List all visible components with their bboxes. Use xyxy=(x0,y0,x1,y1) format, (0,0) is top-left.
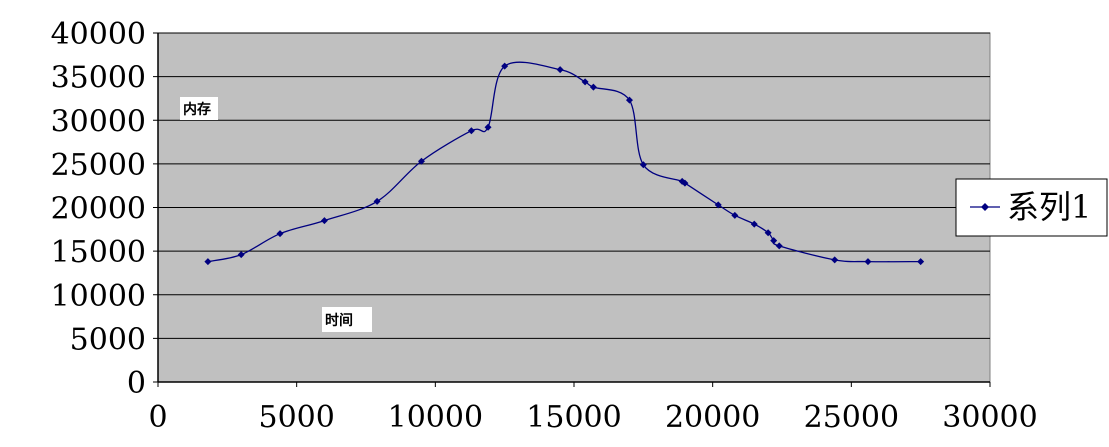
data-point-marker xyxy=(417,157,425,165)
x-tick-label: 10000 xyxy=(388,400,483,435)
data-point-marker xyxy=(373,197,381,205)
data-point-marker xyxy=(714,201,722,209)
data-point-marker xyxy=(467,127,475,135)
x-tick-label: 30000 xyxy=(942,400,1037,435)
y-tick-label: 40000 xyxy=(51,17,146,52)
y-tick-label: 0 xyxy=(127,366,146,401)
y-tick-label: 30000 xyxy=(51,104,146,139)
annotation-memory-label: 内存 xyxy=(183,101,211,118)
y-tick-label: 20000 xyxy=(51,192,146,227)
data-point-marker xyxy=(581,78,589,86)
data-point-marker xyxy=(770,237,778,245)
y-tick-label: 15000 xyxy=(51,235,146,270)
data-point-marker xyxy=(639,161,647,169)
legend: 系列1 xyxy=(955,178,1108,237)
data-point-marker xyxy=(775,242,783,250)
data-point-marker xyxy=(204,258,212,266)
data-point-marker xyxy=(750,220,758,228)
y-tick-label: 35000 xyxy=(51,61,146,96)
data-point-marker xyxy=(917,258,925,266)
x-tick-label: 0 xyxy=(148,400,167,435)
data-point-marker xyxy=(831,256,839,264)
data-point-marker xyxy=(320,217,328,225)
data-point-marker xyxy=(276,230,284,238)
data-point-marker xyxy=(556,66,564,74)
y-tick-label: 5000 xyxy=(70,322,146,357)
x-axis-ticks: 0 5000 10000 15000 20000 25000 30000 xyxy=(148,382,1038,435)
data-point-marker xyxy=(237,251,245,259)
grid-lines xyxy=(158,32,990,339)
data-point-marker xyxy=(484,123,492,131)
data-point-marker xyxy=(764,229,772,237)
data-point-marker xyxy=(501,62,509,70)
annotation-top-left: 内存 xyxy=(180,97,218,120)
data-point-marker xyxy=(589,83,597,91)
x-tick-label: 20000 xyxy=(665,400,760,435)
data-point-marker xyxy=(625,96,633,104)
annotation-bottom: 时间 xyxy=(322,307,372,332)
annotation-time-label: 时间 xyxy=(325,312,353,329)
legend-entry-series1: 系列1 xyxy=(1007,188,1091,226)
y-axis-ticks: 0 5000 10000 15000 20000 25000 30000 35000 40000 xyxy=(51,17,158,401)
data-point-marker xyxy=(681,179,689,187)
data-point-marker xyxy=(731,211,739,219)
x-tick-label: 25000 xyxy=(804,400,899,435)
y-tick-label: 10000 xyxy=(51,279,146,314)
x-tick-label: 5000 xyxy=(258,400,334,435)
data-point-marker xyxy=(864,258,872,266)
series-markers xyxy=(204,62,925,266)
y-tick-label: 25000 xyxy=(51,148,146,183)
x-tick-label: 15000 xyxy=(526,400,621,435)
